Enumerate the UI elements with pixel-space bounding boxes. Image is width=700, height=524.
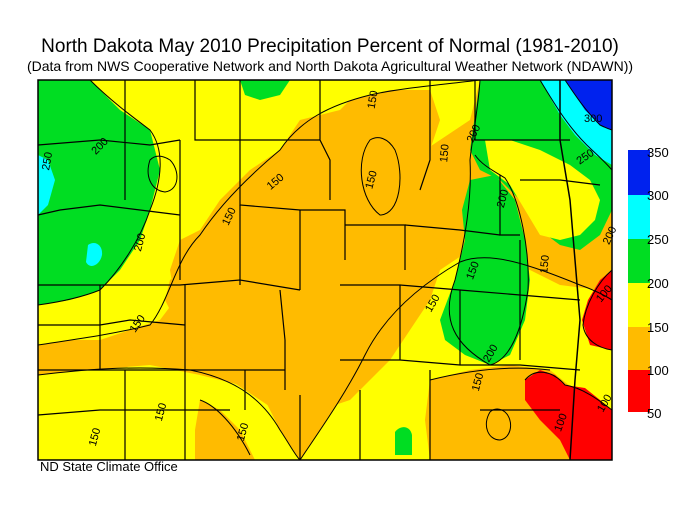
county-boundaries — [37, 79, 613, 461]
zone-cyan-west — [38, 155, 55, 215]
contour-label: 100 — [552, 412, 570, 433]
contour-label: 150 — [235, 422, 251, 443]
contour-label: 150 — [153, 402, 169, 423]
zone-green-east-central — [440, 175, 530, 365]
contour-label: 200 — [495, 188, 511, 209]
legend-label: 300 — [647, 188, 669, 203]
zone-orange-north — [295, 90, 440, 215]
credit-text: ND State Climate Office — [40, 459, 178, 474]
map-title: North Dakota May 2010 Precipitation Perc… — [41, 36, 619, 57]
legend-swatch — [628, 150, 650, 195]
legend-label: 150 — [647, 320, 669, 335]
legend-label: 250 — [647, 232, 669, 247]
contour-label: 250 — [40, 151, 55, 171]
legend-swatch — [628, 327, 650, 370]
zone-green-west — [38, 80, 160, 305]
contour-label: 150 — [538, 255, 552, 274]
zone-green-north — [240, 80, 290, 100]
contour-label: 300 — [584, 113, 602, 125]
contour-lines — [37, 79, 613, 461]
legend-label: 100 — [647, 363, 669, 378]
zone-red-se — [525, 370, 612, 460]
zone-cyan-west-spot — [86, 243, 103, 266]
zone-orange-center — [165, 225, 440, 420]
contour-label: 150 — [438, 144, 452, 163]
zone-red-east — [582, 270, 612, 350]
legend: 350 300 250 200 150 100 50 — [628, 145, 669, 421]
legend-swatch — [628, 283, 650, 327]
zone-green-south-small — [395, 427, 412, 455]
contour-label: 150 — [363, 169, 379, 190]
zone-blue-ne — [565, 80, 612, 130]
contour-label: 150 — [464, 260, 482, 281]
legend-label: 200 — [647, 276, 669, 291]
legend-swatch — [628, 239, 650, 283]
legend-label: 350 — [647, 145, 669, 160]
contour-label: 150 — [470, 372, 486, 393]
contour-label: 200 — [132, 232, 148, 253]
legend-swatch — [628, 195, 650, 239]
zone-orange-sw — [195, 400, 255, 460]
legend-swatch — [628, 370, 650, 412]
contour-label: 150 — [366, 90, 381, 110]
contour-label-group: 250 200 200 150 150 150 150 150 200 200 … — [40, 90, 619, 448]
contour-label: 150 — [87, 427, 103, 448]
map-subtitle: (Data from NWS Cooperative Network and N… — [26, 58, 634, 74]
legend-label: 50 — [647, 406, 661, 421]
